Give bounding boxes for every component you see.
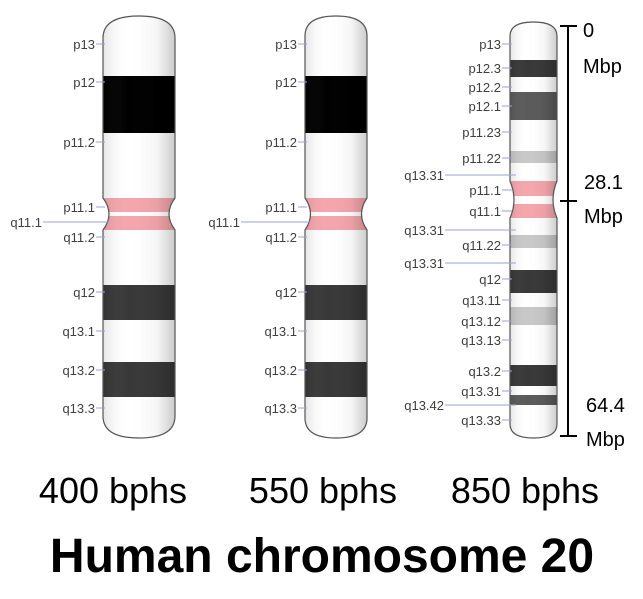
band-label: q11.2 — [63, 230, 95, 245]
band-label: q13.12 — [461, 314, 501, 329]
chromosome-outline — [509, 21, 558, 439]
band-label: p13 — [275, 37, 297, 52]
band-label: q13.3 — [264, 401, 297, 416]
scale-unit-1: Mbp — [584, 206, 623, 228]
band-label: q12 — [73, 285, 95, 300]
band-label: q13.31 — [404, 168, 444, 183]
scale-value-0: 0 — [583, 20, 594, 42]
resolution-label-400: 400 bphs — [39, 470, 187, 511]
ideogram-550-bphs: p13 p12 p11.2 p11.1 q11.1 q11.2 q12 q13.1 q13.2 q… — [208, 15, 368, 439]
band-label: p11.23 — [462, 125, 501, 140]
band-label: q13.31 — [461, 384, 501, 399]
band-label: p11.2 — [63, 135, 95, 150]
band-label: q11.1 — [469, 204, 501, 219]
band-label: p11.1 — [265, 200, 297, 215]
diagram-title: Human chromosome 20 — [50, 530, 594, 583]
band-label: p13 — [479, 37, 501, 52]
scale-unit-0: Mbp — [583, 56, 622, 78]
band-label: p12.2 — [468, 80, 501, 95]
band-label: q13.33 — [461, 413, 501, 428]
scale-value-1: 28.1 — [584, 172, 623, 194]
chromosome-outline — [102, 15, 176, 439]
ideogram-850-bphs: p13 p12.3 p12.2 p12.1 p11.23 p11.22 q13.31 p11.… — [404, 21, 558, 439]
chromosome-outline — [304, 15, 368, 439]
band-label: q13.42 — [404, 398, 444, 413]
band-label: p12.3 — [468, 61, 501, 76]
scale-unit-2: Mbp — [586, 429, 625, 451]
band-label: q13.13 — [461, 333, 501, 348]
band-label: q13.1 — [264, 324, 297, 339]
band-label: q13.3 — [62, 401, 95, 416]
band-label: q13.2 — [62, 363, 95, 378]
resolution-label-850: 850 bphs — [451, 470, 599, 511]
band-label: p11.2 — [265, 135, 297, 150]
scale-value-2: 64.4 — [586, 395, 625, 417]
band-label: q11.22 — [462, 238, 501, 253]
band-label: q13.1 — [62, 324, 95, 339]
band-label: p11.1 — [63, 200, 95, 215]
ideogram-400-bphs: p13 p12 p11.2 p11.1 q11.1 q11.2 q12 q13.1 q13.2 q… — [10, 15, 176, 439]
band-label: q13.11 — [462, 293, 501, 308]
resolution-label-550: 550 bphs — [249, 470, 397, 511]
band-label: p12 — [73, 75, 95, 90]
band-label: p13 — [73, 37, 95, 52]
band-label: q11.1 — [10, 215, 42, 230]
band-label: p11.1 — [469, 183, 501, 198]
scale-bar: 0 Mbp 28.1 Mbp 64.4 Mbp — [560, 20, 625, 451]
band-label: q13.2 — [264, 363, 297, 378]
band-label: q13.31 — [404, 223, 444, 238]
band-label: p11.22 — [462, 151, 501, 166]
chromosome-shading — [103, 16, 175, 438]
band-label: q12 — [275, 285, 297, 300]
band-label: q11.1 — [208, 215, 240, 230]
band-label: q12 — [479, 272, 501, 287]
band-label: q13.2 — [468, 364, 501, 379]
band-label: q11.2 — [265, 230, 297, 245]
band-label: p12.1 — [468, 99, 501, 114]
chromosome-shading — [510, 22, 557, 438]
band-label: q13.31 — [404, 256, 444, 271]
chromosome-shading — [305, 16, 367, 438]
band-label: p12 — [275, 75, 297, 90]
